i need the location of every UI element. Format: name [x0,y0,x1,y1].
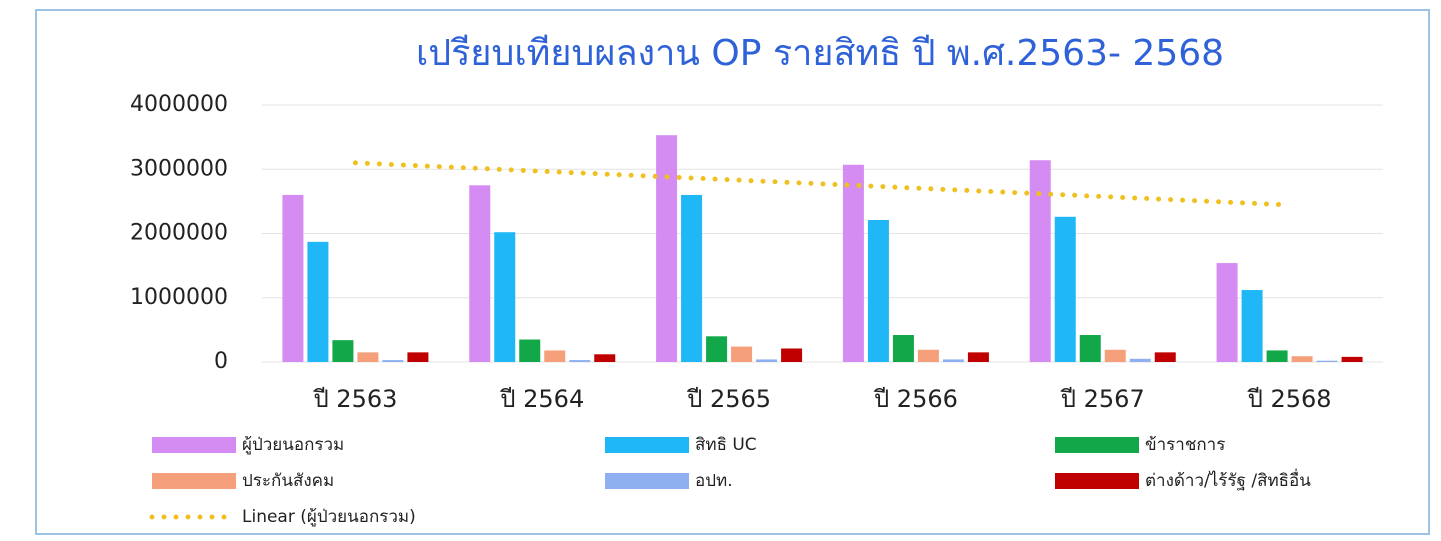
legend-label: ข้าราชการ [1145,435,1225,455]
legend-label: Linear (ผู้ป่วยนอกรวม) [242,507,416,527]
bar [1104,349,1126,362]
bar [407,352,429,362]
bar [1266,350,1288,362]
bar [656,135,678,362]
bar [1154,352,1176,362]
bar [867,220,889,362]
bar [917,349,939,362]
y-tick-label: 4000000 [130,92,228,117]
legend-swatch [1055,437,1139,453]
legend-label: อปท. [695,471,733,491]
legend-swatch [1055,473,1139,489]
legend-swatch [605,437,689,453]
bar [1216,263,1238,362]
bar [781,348,803,362]
bar [569,360,591,362]
bar [594,354,616,362]
bar [1129,358,1151,362]
x-tick-label: ปี 2567 [1060,385,1145,413]
bar [519,339,541,362]
x-tick-label: ปี 2564 [499,385,584,413]
bar [332,340,354,362]
bar [1291,356,1313,362]
legend-label: สิทธิ UC [695,435,757,455]
trendline [352,160,1293,208]
y-tick-label: 3000000 [130,156,228,181]
bar [1029,160,1051,362]
bar [1341,356,1363,362]
bar [1316,360,1338,362]
bar [469,185,491,362]
bar [892,335,914,362]
bar [756,359,778,362]
y-tick-label: 1000000 [130,285,228,310]
x-tick-label: ปี 2565 [686,385,771,413]
x-tick-label: ปี 2568 [1246,385,1331,413]
bar [842,164,864,362]
bar [494,232,516,362]
bar [681,194,703,362]
legend-swatch [605,473,689,489]
bar [1079,335,1101,362]
chart-title: เปรียบเทียบผลงาน OP รายสิทธิ ปี พ.ศ.2563… [416,33,1224,74]
legend-label: ผู้ป่วยนอกรวม [242,435,344,455]
bar [706,336,728,362]
legend-swatch [152,437,236,453]
bar [357,352,379,362]
bar [544,350,566,362]
legend-swatch [152,473,236,489]
x-tick-label: ปี 2563 [312,385,397,413]
legend-label: ประกันสังคม [242,471,334,491]
bar [1241,290,1263,362]
y-tick-label: 0 [214,349,228,374]
y-tick-label: 2000000 [130,221,228,246]
bar [382,360,404,362]
x-tick-label: ปี 2566 [873,385,958,413]
bar [942,359,964,362]
chart-border [35,9,1430,535]
bar [967,352,989,362]
legend-label: ต่างด้าว/ไร้รัฐ /สิทธิอื่น [1145,468,1311,491]
bar [282,194,304,362]
bar [1054,216,1076,362]
bar [307,241,329,362]
bar [731,346,753,362]
